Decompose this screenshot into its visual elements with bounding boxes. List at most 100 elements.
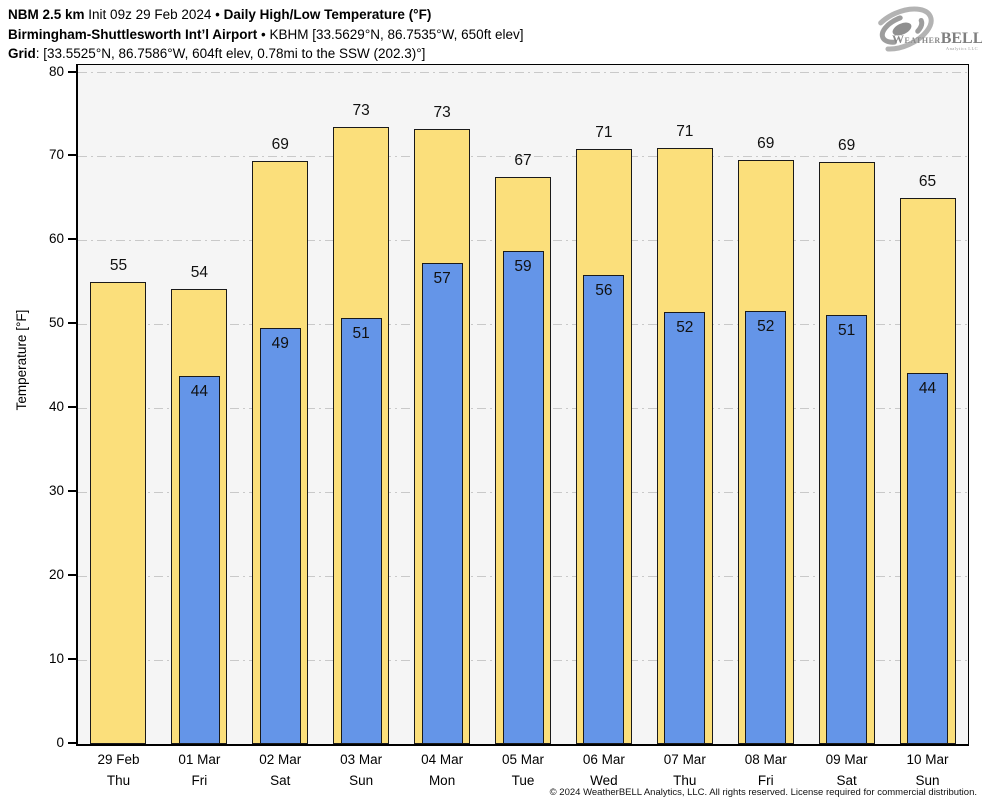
logo-bell-text: BELL: [941, 30, 982, 47]
plot-area: 55 54 44 69 49 73 51 73 57 67 59 71 56 71 52 69 52 69 51 65…: [76, 64, 969, 746]
low-value-label-02-mar-sat: 49: [271, 335, 289, 352]
x-label-day: Sun: [349, 773, 374, 788]
svg-text:WeatherBELL: WeatherBELL: [892, 30, 982, 47]
high-value-label-06-mar-wed: 71: [595, 124, 613, 141]
x-label-day: Thu: [106, 773, 131, 788]
x-tick-label-10-mar-sun: 10 Mar Sun: [883, 749, 973, 791]
y-tick-label-30: 30: [48, 483, 64, 499]
y-tick-label-40: 40: [48, 399, 64, 415]
x-label-day: Thu: [673, 773, 697, 788]
x-label-day: Wed: [590, 773, 618, 788]
high-value-label-10-mar-sun: 65: [918, 173, 937, 190]
high-value-label-29-feb-thu: 55: [109, 257, 128, 274]
y-tick-mark-40: [68, 406, 76, 409]
station-name: Birmingham-Shuttlesworth Int’l Airport: [8, 26, 258, 42]
model-name: NBM 2.5 km: [8, 7, 85, 22]
y-axis-title: Temperature [°F]: [14, 309, 29, 411]
low-value-label-04-mar-mon: 57: [433, 270, 451, 287]
grid-label: Grid: [8, 46, 36, 61]
x-label-date: 07 Mar: [663, 752, 706, 767]
y-tick-mark-20: [68, 574, 76, 577]
x-label-date: 04 Mar: [421, 752, 464, 767]
x-label-date: 09 Mar: [825, 752, 868, 767]
weatherbell-logo: WeatherBELL Analytics LLC: [870, 6, 982, 52]
high-value-label-04-mar-mon: 73: [433, 104, 451, 121]
high-value-label-09-mar-sat: 69: [838, 137, 856, 154]
bullet-separator: •: [215, 7, 220, 22]
bar-low-10-mar-sun: [907, 373, 949, 744]
x-label-date: 03 Mar: [340, 752, 383, 767]
bar-low-08-mar-fri: [745, 311, 787, 744]
x-tick-label-29-feb-thu: 29 Feb Thu: [73, 749, 163, 791]
copyright-notice: © 2024 WeatherBELL Analytics, LLC. All r…: [549, 787, 977, 798]
x-axis: 29 Feb Thu 01 Mar Fri 02 Mar Sat 03 Mar Sun 04 M…: [78, 749, 968, 795]
station-info: KBHM [33.5629°N, 86.7535°W, 650ft elev]: [269, 26, 524, 42]
low-value-label-05-mar-tue: 59: [514, 258, 532, 275]
bar-low-01-mar-fri: [178, 376, 220, 744]
x-label-day: Sat: [836, 773, 857, 788]
y-tick-label-0: 0: [56, 735, 64, 750]
x-tick-label-06-mar-wed: 06 Mar Wed: [559, 749, 649, 791]
logo-subtitle: Analytics LLC: [946, 46, 978, 51]
y-tick-mark-10: [68, 658, 76, 661]
high-value-label-02-mar-sat: 69: [271, 136, 289, 153]
low-value-label-08-mar-fri: 52: [757, 318, 775, 335]
bullet-separator: •: [261, 26, 266, 42]
high-value-label-08-mar-fri: 69: [757, 135, 775, 152]
x-label-day: Fri: [191, 773, 208, 788]
hurricane-swirl-icon: [870, 6, 934, 52]
x-label-date: 05 Mar: [501, 752, 545, 767]
x-tick-label-04-mar-mon: 04 Mar Mon: [397, 749, 487, 791]
grid-line-80: [78, 72, 968, 74]
y-tick-label-60: 60: [48, 231, 64, 247]
bar-high-29-feb-thu: [90, 282, 147, 744]
x-label-day: Sun: [915, 773, 940, 788]
header-line-1: NBM 2.5 km Init 09z 29 Feb 2024 • Daily …: [8, 5, 523, 25]
x-label-date: 06 Mar: [582, 752, 625, 767]
high-value-label-03-mar-sun: 73: [352, 102, 370, 119]
y-tick-mark-50: [68, 322, 76, 325]
logo-weather-text: Weather: [892, 32, 941, 46]
y-tick-label-20: 20: [48, 567, 64, 583]
y-tick-mark-60: [68, 238, 76, 241]
bar-low-07-mar-thu: [664, 312, 706, 744]
bar-low-09-mar-sat: [826, 315, 868, 744]
x-tick-label-02-mar-sat: 02 Mar Sat: [235, 749, 325, 791]
header-line-2: Birmingham-Shuttlesworth Int’l Airport •…: [8, 25, 523, 45]
high-value-label-05-mar-tue: 67: [514, 152, 532, 169]
init-time: Init 09z 29 Feb 2024: [88, 7, 212, 22]
low-value-label-10-mar-sun: 44: [918, 380, 937, 397]
y-tick-mark-80: [68, 70, 76, 73]
high-value-label-01-mar-fri: 54: [190, 264, 208, 281]
x-label-date: 02 Mar: [259, 752, 302, 767]
x-label-date: 29 Feb: [97, 752, 140, 767]
low-value-label-09-mar-sat: 51: [838, 322, 856, 339]
bar-low-03-mar-sun: [340, 318, 382, 744]
x-tick-label-07-mar-thu: 07 Mar Thu: [640, 749, 730, 791]
grid-line-70: [78, 156, 968, 157]
low-value-label-07-mar-thu: 52: [676, 319, 694, 336]
x-label-day: Sat: [270, 773, 291, 788]
high-value-label-07-mar-thu: 71: [676, 123, 694, 140]
x-label-date: 01 Mar: [178, 752, 221, 767]
low-value-label-03-mar-sun: 51: [352, 325, 370, 342]
x-label-day: Mon: [428, 773, 456, 788]
header-line-3: Grid: [33.5525°N, 86.7586°W, 604ft elev,…: [8, 44, 523, 64]
x-label-day: Fri: [757, 773, 774, 788]
y-tick-mark-30: [68, 490, 76, 493]
bar-low-04-mar-mon: [421, 263, 463, 744]
grid-info: : [33.5525°N, 86.7586°W, 604ft elev, 0.7…: [35, 46, 426, 61]
x-label-day: Tue: [511, 773, 535, 788]
x-label-date: 08 Mar: [744, 752, 787, 767]
y-tick-mark-70: [68, 154, 76, 157]
y-tick-label-80: 80: [48, 63, 64, 79]
x-tick-label-08-mar-fri: 08 Mar Fri: [721, 749, 811, 791]
bar-low-05-mar-tue: [502, 251, 544, 744]
x-tick-label-05-mar-tue: 05 Mar Tue: [478, 749, 568, 791]
y-tick-label-70: 70: [48, 147, 64, 163]
y-tick-mark-0: [68, 742, 76, 744]
bar-low-02-mar-sat: [259, 328, 301, 744]
product-title: Daily High/Low Temperature (°F): [223, 7, 432, 22]
chart-header: NBM 2.5 km Init 09z 29 Feb 2024 • Daily …: [8, 5, 523, 64]
